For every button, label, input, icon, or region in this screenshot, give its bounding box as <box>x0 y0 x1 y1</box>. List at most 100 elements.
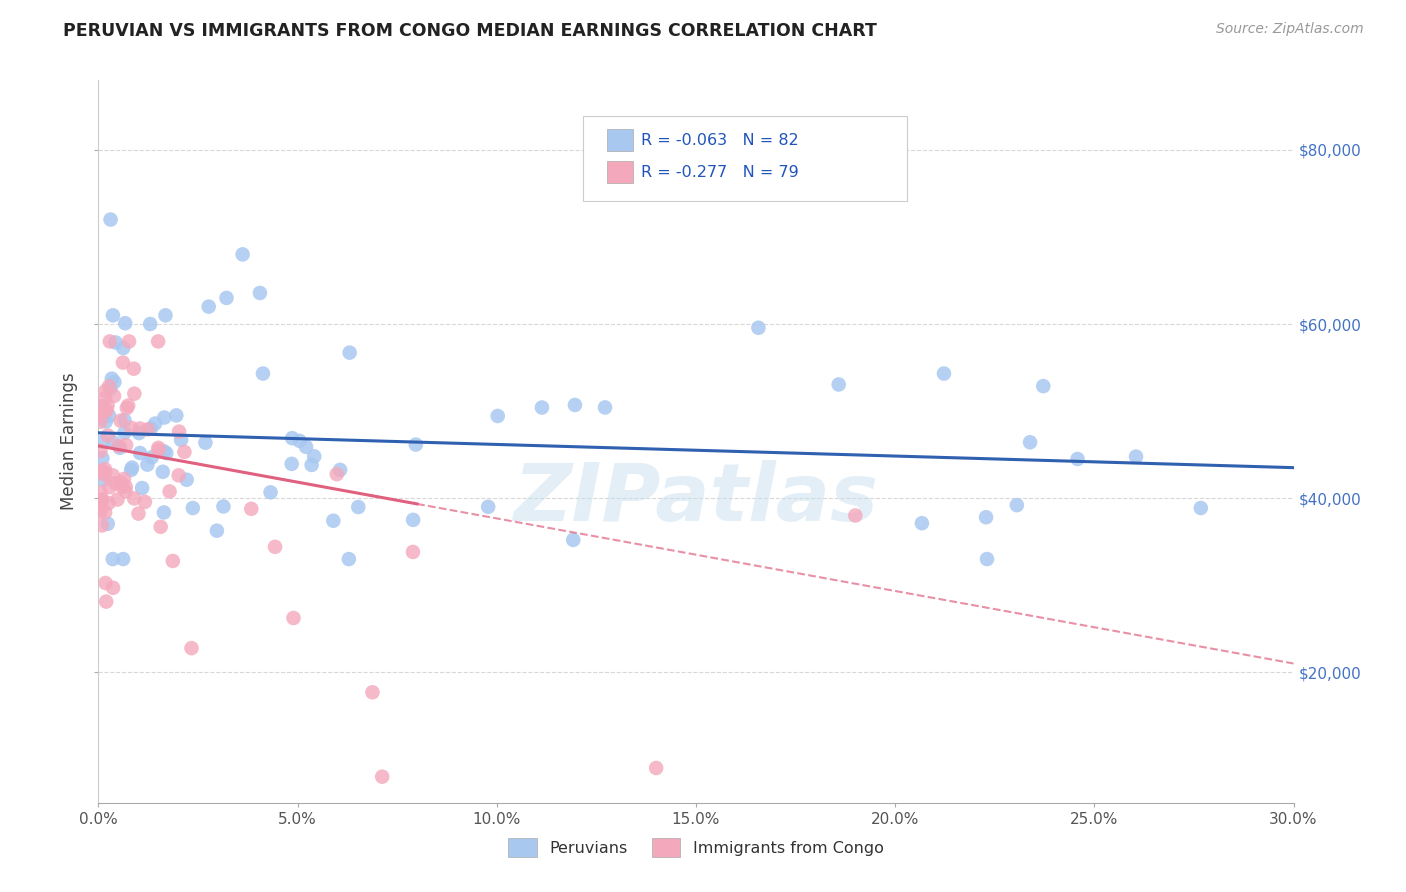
Point <box>89 415 111 429</box>
Point <box>259 485 281 500</box>
Point <box>1032 379 1054 393</box>
Point <box>173 445 195 459</box>
Point <box>89 493 111 508</box>
Point <box>146 334 169 349</box>
Point <box>128 426 150 441</box>
Point <box>91 518 114 533</box>
Point <box>112 472 135 486</box>
Point <box>152 465 174 479</box>
Point <box>477 500 499 514</box>
Point <box>339 345 361 359</box>
Point <box>252 367 274 381</box>
Point <box>1189 501 1212 516</box>
Point <box>97 496 120 510</box>
Point <box>976 552 998 566</box>
Point <box>329 463 352 477</box>
Point <box>89 500 111 514</box>
Point <box>136 422 159 436</box>
Point <box>90 464 112 478</box>
Point <box>347 500 370 514</box>
Point <box>94 404 117 418</box>
Point <box>288 434 311 448</box>
Point <box>101 435 124 450</box>
Point <box>280 457 302 471</box>
Point <box>94 391 117 405</box>
Point <box>91 492 114 507</box>
Point <box>112 552 135 566</box>
Point <box>1005 498 1028 512</box>
Point <box>89 408 111 422</box>
Point <box>139 317 162 331</box>
Point <box>96 594 118 608</box>
Point <box>97 428 120 442</box>
Point <box>153 410 176 425</box>
Point <box>122 491 145 506</box>
Point <box>103 375 125 389</box>
Point <box>828 377 851 392</box>
Point <box>89 493 111 508</box>
Point <box>486 409 509 423</box>
Point <box>562 533 585 547</box>
Point <box>101 371 124 385</box>
Point <box>194 435 217 450</box>
Point <box>149 520 172 534</box>
Point <box>96 403 118 417</box>
Point <box>405 437 427 451</box>
Point <box>98 334 121 349</box>
Point <box>101 308 124 322</box>
Point <box>301 458 323 472</box>
Point <box>593 401 616 415</box>
Point <box>98 379 121 393</box>
Point <box>115 438 138 452</box>
Point <box>107 439 129 453</box>
Point <box>101 552 124 566</box>
Point <box>136 458 159 472</box>
Point <box>304 450 326 464</box>
Text: ZIPatlas: ZIPatlas <box>513 460 879 539</box>
Point <box>89 443 111 458</box>
Point <box>1066 452 1088 467</box>
Point <box>89 504 111 518</box>
Point <box>127 507 149 521</box>
Point <box>100 212 122 227</box>
Point <box>295 440 318 454</box>
Point <box>240 501 263 516</box>
Point <box>114 413 136 427</box>
Point <box>114 480 136 494</box>
Point <box>155 308 177 322</box>
Point <box>911 516 934 531</box>
Point <box>94 505 117 519</box>
Text: R = -0.063   N = 82: R = -0.063 N = 82 <box>641 133 799 147</box>
Point <box>120 421 142 435</box>
Point <box>645 761 668 775</box>
Point <box>361 685 384 699</box>
Point <box>143 417 166 431</box>
Point <box>111 480 134 494</box>
Point <box>94 462 117 476</box>
Point <box>176 473 198 487</box>
Point <box>162 554 184 568</box>
Point <box>152 444 174 458</box>
Point <box>104 476 127 491</box>
Point <box>101 581 124 595</box>
Point <box>97 516 120 531</box>
Point <box>91 409 114 423</box>
Point <box>264 540 287 554</box>
Point <box>402 545 425 559</box>
Point <box>371 770 394 784</box>
Point <box>283 611 305 625</box>
Point <box>93 467 115 482</box>
Text: Source: ZipAtlas.com: Source: ZipAtlas.com <box>1216 22 1364 37</box>
Point <box>402 513 425 527</box>
Point <box>110 475 132 490</box>
Point <box>148 441 170 455</box>
Point <box>94 576 117 591</box>
Point <box>101 468 124 483</box>
Point <box>122 361 145 376</box>
Point <box>89 401 111 415</box>
Point <box>281 431 304 445</box>
Point <box>100 381 122 395</box>
Point <box>181 501 204 516</box>
Point <box>129 421 152 435</box>
Point <box>167 425 190 439</box>
